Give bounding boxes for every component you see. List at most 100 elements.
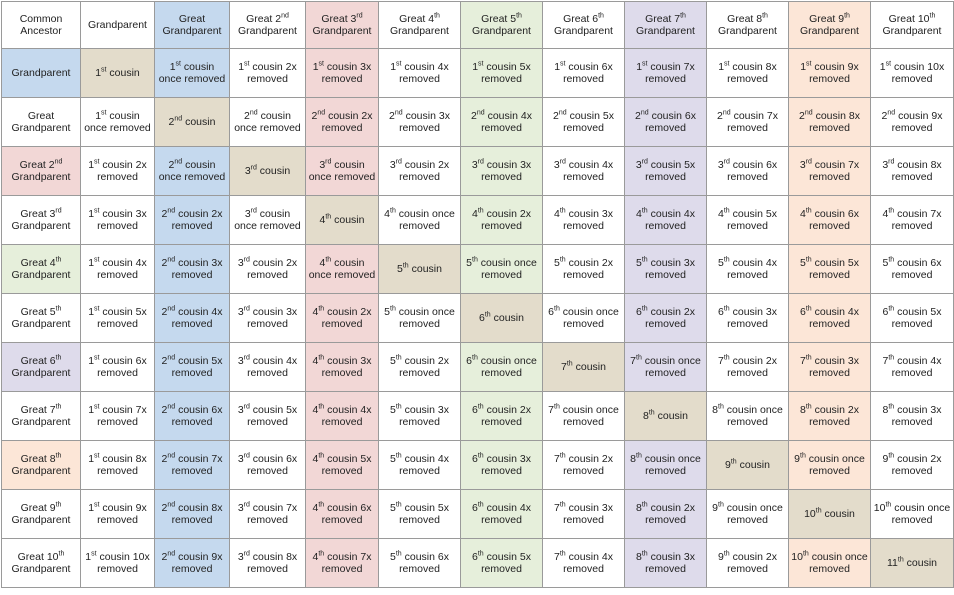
ordinal-suffix: th	[516, 12, 522, 19]
cell-text: cousin 8x removed	[727, 60, 777, 86]
cell-text: 6	[472, 452, 478, 465]
relationship-cell: 7th cousin once removed	[624, 342, 707, 392]
ordinal-suffix: th	[805, 403, 812, 410]
relationship-cell: 10th cousin once removed	[870, 489, 954, 539]
cell-text: 4	[319, 213, 326, 226]
cell-text: Grandparent	[390, 25, 449, 37]
row-header: Great 6th Grandparent	[1, 342, 81, 392]
cell-text: 3	[237, 452, 244, 465]
ordinal-suffix: st	[94, 158, 100, 165]
relationship-cell: 8th cousin 2x removed	[788, 391, 871, 441]
cell-text: cousin 3x removed	[563, 207, 613, 233]
cell-text: 1	[85, 550, 92, 563]
cell-text: cousin 2x removed	[481, 207, 531, 233]
cell-text: 5	[390, 354, 396, 367]
ordinal-suffix: st	[94, 452, 100, 459]
relationship-cell: 2nd cousin once removed	[229, 97, 306, 147]
cell-text: 5	[466, 256, 473, 269]
ordinal-suffix: st	[94, 354, 100, 361]
relationship-cell: 5th cousin 4x removed	[706, 244, 789, 294]
relationship-cell: 1st cousin 4x removed	[80, 244, 155, 294]
cell-text: cousin 2x removed	[891, 452, 942, 478]
relationship-cell: 3rd cousin 3x removed	[229, 293, 306, 343]
cell-text: 9	[712, 501, 719, 514]
cell-text: 1	[390, 60, 397, 73]
relationship-cell: 6th cousin once removed	[460, 342, 543, 392]
cell-text: cousin 4x removed	[247, 354, 298, 380]
ordinal-suffix: th	[559, 501, 566, 508]
cell-text: Great 3	[321, 12, 357, 25]
ordinal-suffix: th	[559, 452, 566, 459]
ordinal-suffix: rd	[243, 305, 250, 312]
cell-text: 8	[643, 409, 649, 422]
relationship-cell: 3rd cousin once removed	[229, 195, 306, 245]
cell-text: cousin once removed	[808, 550, 868, 576]
table-row: Grandparent 1st cousin 1st cousin once rem…	[1, 48, 954, 98]
cell-text: 5	[882, 256, 889, 269]
ordinal-suffix: th	[554, 403, 560, 410]
ordinal-suffix: rd	[395, 158, 402, 165]
ordinal-suffix: th	[318, 501, 325, 508]
cell-text: 2	[244, 109, 250, 122]
relationship-cell: 8th cousin once removed	[706, 391, 789, 441]
relationship-cell: 4th cousin 7x removed	[305, 538, 379, 588]
cell-text: cousin 10x removed	[891, 60, 945, 86]
cell-text: 9	[725, 458, 731, 471]
relationship-cell: 3rd cousin 8x removed	[229, 538, 306, 588]
cell-text: 6	[636, 305, 642, 318]
relationship-cell: 5th cousin 2x removed	[542, 244, 625, 294]
column-header: Great 6th Grandparent	[542, 1, 625, 49]
same-generation-cell: 2nd cousin	[154, 97, 230, 147]
ordinal-suffix: th	[484, 311, 491, 319]
ordinal-suffix: rd	[888, 158, 895, 165]
cell-text: 4	[636, 207, 642, 220]
cell-text: cousin 6x removed	[321, 501, 372, 527]
cell-text: cousin 3x removed	[727, 305, 777, 331]
cell-text: 4	[718, 207, 724, 220]
ordinal-suffix: nd	[281, 12, 289, 19]
ordinal-suffix: nd	[722, 109, 731, 116]
ordinal-suffix: th	[885, 501, 892, 508]
cell-text: cousin once removed	[559, 305, 619, 331]
cell-text: 6	[472, 501, 478, 514]
cell-text: 1	[718, 60, 725, 73]
cell-text: cousin 3x removed	[321, 60, 372, 86]
cell-text: Grandparent	[11, 269, 71, 281]
cell-text: cousin 8x removed	[171, 501, 223, 527]
relationship-cell: 4th cousin 6x removed	[305, 489, 379, 539]
cell-text: Great 5	[20, 305, 56, 318]
cell-text: 5	[718, 256, 724, 269]
relationship-cell: 1st cousin 4x removed	[378, 48, 461, 98]
cell-text: cousin 5x removed	[727, 207, 777, 233]
cell-text: 9	[882, 452, 889, 465]
cell-text: 1	[879, 60, 886, 73]
ordinal-suffix: th	[888, 452, 895, 459]
relationship-cell: 2nd cousin 6x removed	[154, 391, 230, 441]
ordinal-suffix: th	[641, 550, 648, 557]
cell-text: 1	[238, 60, 245, 73]
cell-text: cousin once removed	[234, 207, 301, 233]
relationship-cell: 3rd cousin 8x removed	[870, 146, 954, 196]
cell-text: 1	[472, 60, 479, 73]
table-row: Great 7th Grandparent 1st cousin 7x remov…	[1, 391, 954, 441]
cell-text: cousin once removed	[641, 354, 701, 380]
cell-text: cousin once removed	[477, 354, 537, 380]
cell-text: cousin 3x removed	[399, 403, 449, 429]
cell-text: Great Grandparent	[162, 12, 222, 38]
relationship-cell: 1st cousin 3x removed	[80, 195, 155, 245]
relationship-cell: 5th cousin 6x removed	[870, 244, 954, 294]
cell-text: cousin 2x removed	[809, 403, 859, 429]
table-row: Great 2nd Grandparent 1st cousin 2x remov…	[1, 146, 954, 196]
ordinal-suffix: th	[395, 354, 402, 361]
ordinal-suffix: th	[888, 207, 895, 214]
cell-text: cousin 4x removed	[321, 403, 372, 429]
relationship-cell: 7th cousin 2x removed	[542, 440, 625, 490]
cell-text: cousin 2x removed	[727, 550, 777, 576]
cell-text: 11	[886, 556, 898, 569]
row-header: Great 4th Grandparent	[1, 244, 81, 294]
ordinal-suffix: th	[55, 256, 62, 263]
cell-text: 2	[311, 109, 318, 122]
ordinal-suffix: st	[724, 60, 730, 67]
